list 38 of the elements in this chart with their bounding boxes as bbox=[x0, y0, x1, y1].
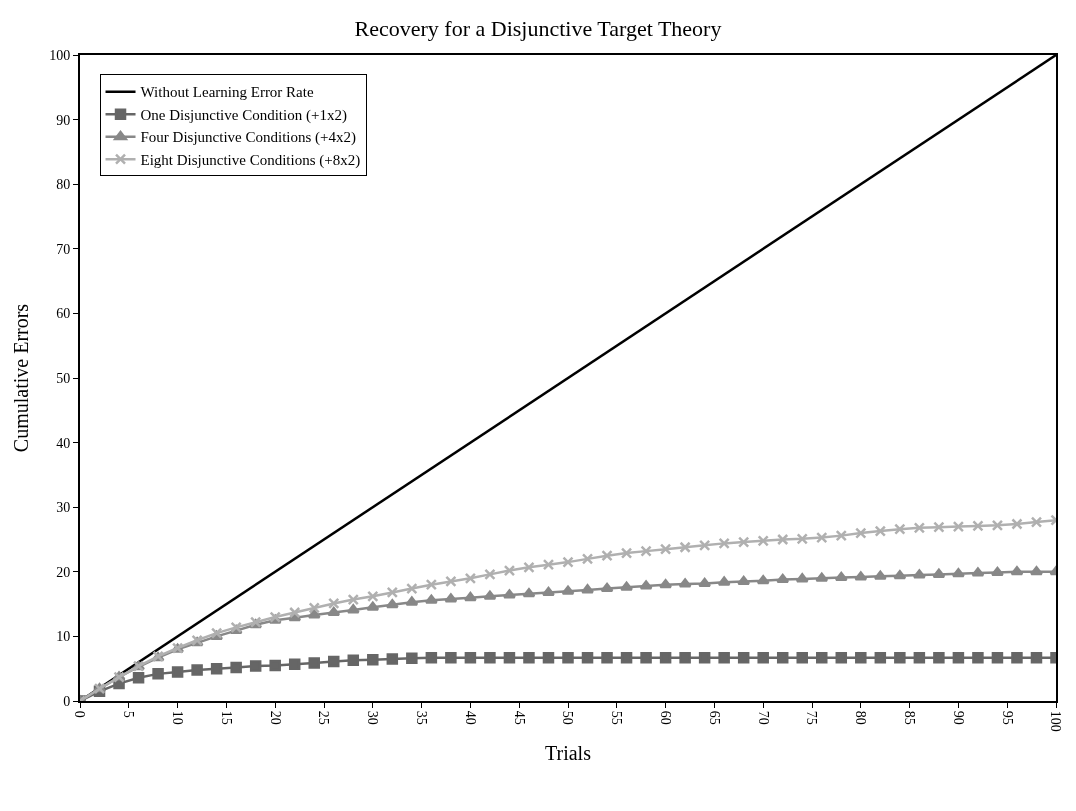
chart-title: Recovery for a Disjunctive Target Theory bbox=[354, 15, 722, 41]
y-tick-label: 10 bbox=[56, 629, 71, 645]
x-tick-label: 20 bbox=[267, 710, 283, 725]
x-tick-label: 85 bbox=[902, 710, 918, 725]
x-tick-label: 60 bbox=[658, 710, 674, 725]
y-tick-label: 60 bbox=[56, 306, 71, 322]
y-tick-label: 80 bbox=[56, 177, 71, 193]
x-tick-label: 25 bbox=[316, 710, 332, 725]
y-tick-label: 70 bbox=[56, 241, 71, 257]
x-tick-label: 5 bbox=[121, 710, 137, 718]
x-tick-label: 90 bbox=[950, 710, 966, 725]
x-tick-label: 35 bbox=[414, 710, 430, 725]
x-tick-label: 65 bbox=[706, 710, 722, 725]
x-tick-label: 10 bbox=[170, 710, 186, 725]
x-tick-label: 95 bbox=[999, 710, 1015, 725]
x-tick-label: 100 bbox=[1048, 710, 1064, 732]
x-tick-label: 70 bbox=[755, 710, 771, 725]
y-tick-label: 40 bbox=[56, 435, 71, 451]
x-tick-label: 40 bbox=[462, 710, 478, 725]
legend-label: Four Disjunctive Conditions (+4x2) bbox=[140, 129, 357, 147]
legend-label: Without Learning Error Rate bbox=[140, 84, 314, 101]
x-axis-title: Trials bbox=[545, 741, 592, 764]
legend-label: One Disjunctive Condition (+1x2) bbox=[140, 106, 347, 124]
x-tick-label: 50 bbox=[560, 710, 576, 725]
x-tick-label: 80 bbox=[853, 710, 869, 725]
x-tick-label: 30 bbox=[365, 710, 381, 725]
x-tick-label: 75 bbox=[804, 710, 820, 725]
x-tick-label: 55 bbox=[609, 710, 625, 725]
x-tick-label: 45 bbox=[511, 710, 527, 725]
y-tick-label: 50 bbox=[56, 370, 71, 386]
y-axis-title: Cumulative Errors bbox=[10, 303, 33, 453]
y-tick-label: 20 bbox=[56, 564, 71, 580]
y-tick-label: 30 bbox=[56, 500, 71, 516]
legend-label: Eight Disjunctive Conditions (+8x2) bbox=[140, 151, 361, 169]
x-tick-label: 0 bbox=[72, 710, 88, 718]
x-tick-label: 15 bbox=[218, 710, 234, 725]
y-tick-label: 100 bbox=[49, 47, 71, 63]
y-tick-label: 90 bbox=[56, 112, 71, 128]
